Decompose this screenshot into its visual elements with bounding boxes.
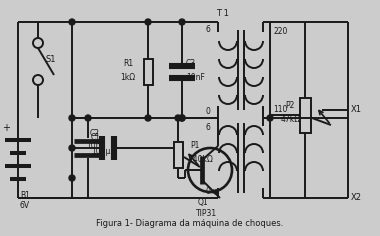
Text: 6: 6 bbox=[206, 123, 211, 132]
Circle shape bbox=[179, 115, 185, 121]
Text: X2: X2 bbox=[351, 194, 362, 202]
Text: Q1: Q1 bbox=[198, 198, 209, 207]
Bar bbox=[174, 142, 182, 168]
Text: C1: C1 bbox=[91, 134, 101, 143]
Circle shape bbox=[69, 19, 75, 25]
Text: 10nF: 10nF bbox=[186, 72, 205, 81]
Text: T 1: T 1 bbox=[216, 9, 229, 18]
Text: 110: 110 bbox=[273, 105, 287, 114]
Circle shape bbox=[267, 115, 273, 121]
Text: P2: P2 bbox=[285, 101, 294, 110]
Text: C2: C2 bbox=[90, 130, 100, 139]
Text: 1kΩ: 1kΩ bbox=[120, 72, 135, 81]
Text: 140kΩ: 140kΩ bbox=[188, 155, 213, 164]
Bar bbox=[144, 59, 152, 85]
Text: TIP31: TIP31 bbox=[196, 208, 217, 218]
Circle shape bbox=[69, 175, 75, 181]
Text: 0: 0 bbox=[206, 187, 211, 197]
Circle shape bbox=[145, 19, 151, 25]
Text: Figura 1- Diagrama da máquina de choques.: Figura 1- Diagrama da máquina de choques… bbox=[96, 219, 284, 228]
Text: C3: C3 bbox=[186, 59, 196, 67]
Text: 6: 6 bbox=[206, 25, 211, 34]
Text: 10nF: 10nF bbox=[86, 142, 105, 151]
Text: R1: R1 bbox=[123, 59, 133, 68]
Circle shape bbox=[69, 145, 75, 151]
Bar bbox=[299, 97, 310, 132]
Text: 100µF: 100µF bbox=[91, 147, 115, 156]
Text: B1: B1 bbox=[20, 190, 30, 199]
Text: S1: S1 bbox=[45, 55, 55, 64]
Circle shape bbox=[85, 115, 91, 121]
Text: 47kΩ: 47kΩ bbox=[281, 114, 301, 123]
Text: 6V: 6V bbox=[20, 201, 30, 210]
Circle shape bbox=[175, 115, 181, 121]
Circle shape bbox=[69, 115, 75, 121]
Text: X1: X1 bbox=[351, 105, 362, 114]
Text: +: + bbox=[2, 123, 10, 133]
Text: 0: 0 bbox=[206, 108, 211, 117]
Text: P1: P1 bbox=[190, 140, 200, 149]
Circle shape bbox=[179, 115, 185, 121]
Circle shape bbox=[145, 115, 151, 121]
Text: 220: 220 bbox=[273, 28, 287, 37]
Circle shape bbox=[179, 19, 185, 25]
